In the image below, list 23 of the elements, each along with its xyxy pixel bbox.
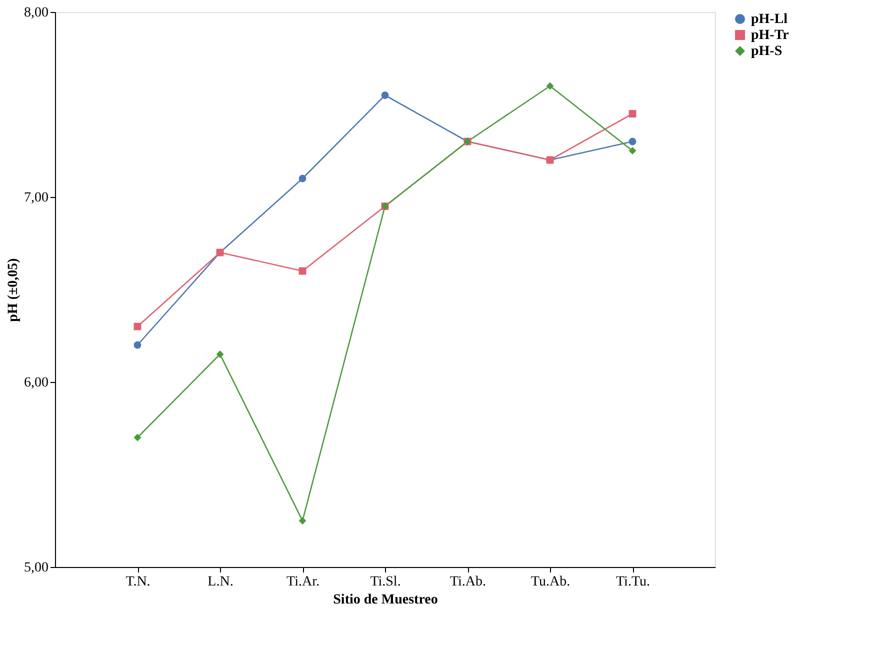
x-tick-label: L.N. (208, 574, 234, 590)
y-tick-label: 6,00 (24, 376, 48, 390)
x-tick-label: Ti.Tu. (616, 574, 650, 590)
point (134, 341, 142, 349)
x-axis-title: Sitio de Muestreo (333, 592, 438, 608)
point (546, 82, 554, 90)
legend-label: pH-Tr (751, 28, 789, 43)
x-tick-label: Ti.Sl. (370, 574, 401, 590)
y-tick-label: 7,00 (24, 190, 48, 206)
x-tick-label: Ti.Ab. (450, 574, 486, 590)
y-axis-title: pH (±0,05) (6, 258, 21, 322)
y-tick-label: 5,00 (24, 560, 48, 576)
x-tick-label: Ti.Ar. (286, 574, 320, 590)
x-tick-label: T.N. (126, 574, 150, 590)
point (298, 174, 306, 182)
point (628, 138, 636, 146)
point (134, 434, 142, 442)
y-tick-label: 8,00 (24, 6, 48, 20)
legend-label: pH-S (751, 44, 782, 59)
x-tick-label: Tu.Ab. (530, 574, 570, 590)
legend-label: pH-Ll (751, 12, 788, 27)
point (381, 92, 389, 99)
point (628, 110, 636, 118)
